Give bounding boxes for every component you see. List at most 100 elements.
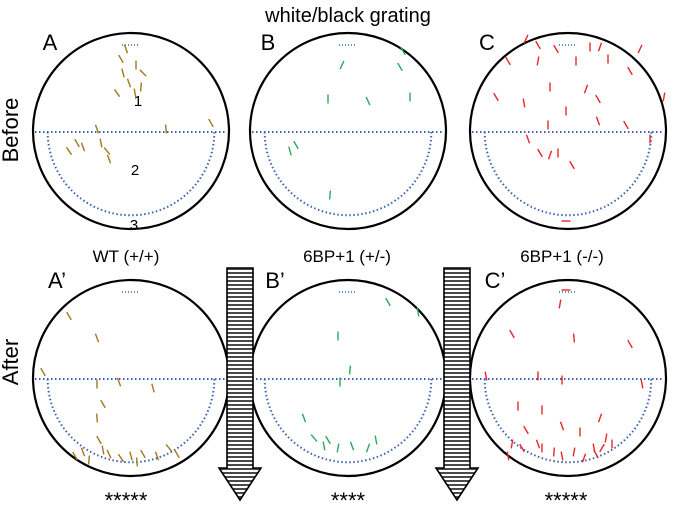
arena-a: [31, 31, 231, 231]
fish-mark: [523, 34, 529, 44]
fish-mark: [537, 148, 543, 158]
fish-mark: [328, 190, 332, 200]
dotted-halfcircle-b: [263, 131, 433, 217]
fish-mark: [536, 56, 540, 66]
fish-mark: [599, 443, 605, 453]
dotted-halfcircle-a-prime: [46, 378, 216, 464]
fish-mark: [627, 66, 633, 76]
fish-mark: [400, 46, 406, 56]
fish-mark: [80, 142, 86, 152]
genotype-label-het: 6BP+1 (+/-): [303, 247, 391, 266]
fish-mark: [510, 439, 514, 449]
row-label-before: Before: [0, 98, 23, 163]
fish-mark: [595, 116, 601, 126]
fish-mark: [103, 147, 111, 155]
fish-mark: [374, 435, 378, 445]
fish-mark: [80, 447, 86, 457]
fish-mark: [484, 371, 488, 381]
panel-letter-a-prime: A’: [48, 268, 66, 293]
arena-b: [248, 31, 448, 231]
fish-mark: [165, 444, 173, 452]
fish-mark: [301, 413, 307, 423]
significance-hom: *****: [545, 488, 588, 513]
fish-mark: [572, 447, 576, 457]
fish-mark: [604, 433, 608, 443]
fish-mark: [535, 439, 541, 449]
fish-mark: [139, 69, 147, 77]
panel-letter-b-prime: B’: [265, 268, 285, 293]
arena-a-prime: [31, 278, 231, 478]
fish-mark: [623, 120, 629, 130]
arena-c-prime: [468, 278, 668, 478]
fish-mark: [365, 443, 371, 453]
fish-mark: [87, 455, 91, 465]
fish-mark: [322, 441, 326, 451]
row-label-after: After: [0, 339, 23, 385]
fish-mark: [505, 56, 511, 66]
fish-mark: [100, 399, 106, 409]
zone-label-3: 3: [130, 217, 138, 234]
fish-mark: [662, 92, 666, 102]
fish-mark: [101, 445, 105, 455]
fish-mark: [552, 447, 556, 457]
fish-mark: [348, 365, 352, 375]
fish-mark: [336, 443, 340, 453]
fish-mark: [72, 451, 78, 461]
fish-mark: [553, 44, 559, 54]
fish-mark: [595, 94, 601, 104]
fish-mark: [627, 339, 633, 349]
fish-mark: [66, 311, 72, 321]
fish-mark: [116, 377, 122, 387]
fish-mark: [637, 44, 643, 54]
fish-mark: [522, 98, 526, 108]
fish-mark: [94, 333, 100, 343]
fish-mark: [397, 62, 403, 72]
fish-mark: [560, 451, 564, 461]
figure-title: white/black grating: [264, 5, 431, 27]
fish-mark: [365, 96, 371, 106]
fish-mark: [569, 160, 575, 170]
panel-letter-b: B: [261, 30, 276, 55]
fish-mark: [523, 425, 529, 435]
fish-mark: [581, 453, 587, 463]
fish-mark: [117, 453, 125, 463]
fish-mark: [493, 92, 499, 102]
fish-mark: [118, 54, 124, 64]
fish-mark: [121, 68, 125, 78]
fish-mark: [535, 40, 541, 50]
fish-mark: [385, 297, 391, 307]
fish-mark: [139, 82, 143, 92]
significance-wt: *****: [105, 488, 148, 513]
arrow-body-right: [434, 267, 480, 502]
fish-mark: [509, 329, 515, 339]
fish-mark: [310, 434, 318, 442]
fish-mark: [133, 88, 137, 98]
fish-mark: [559, 421, 565, 431]
dotted-halfcircle-b-prime: [263, 378, 433, 464]
panel-letter-a: A: [43, 30, 58, 55]
fish-mark: [583, 84, 589, 94]
arena-group: [31, 31, 668, 478]
fish-mark: [164, 124, 168, 134]
fish-mark: [123, 44, 129, 54]
fish-mark: [99, 138, 103, 148]
fish-mark: [154, 451, 160, 461]
panel-letter-c: C: [479, 30, 495, 55]
fish-mark: [208, 118, 214, 128]
dotted-halfcircle-c-prime: [483, 378, 653, 464]
genotype-label-hom: 6BP+1 (-/-): [520, 247, 604, 266]
arrow-body-left: [217, 267, 263, 502]
fish-mark: [106, 154, 112, 164]
fish-mark: [547, 150, 553, 160]
fish-mark: [40, 367, 46, 377]
fish-mark: [74, 138, 80, 148]
significance-het: ****: [331, 488, 366, 513]
fish-mark: [288, 146, 292, 156]
fish-mark: [96, 435, 102, 445]
fish-mark: [506, 451, 510, 461]
fish-mark: [129, 451, 133, 461]
fish-mark: [140, 449, 146, 459]
dotted-halfcircle-c: [483, 131, 653, 217]
fish-mark: [593, 449, 599, 459]
